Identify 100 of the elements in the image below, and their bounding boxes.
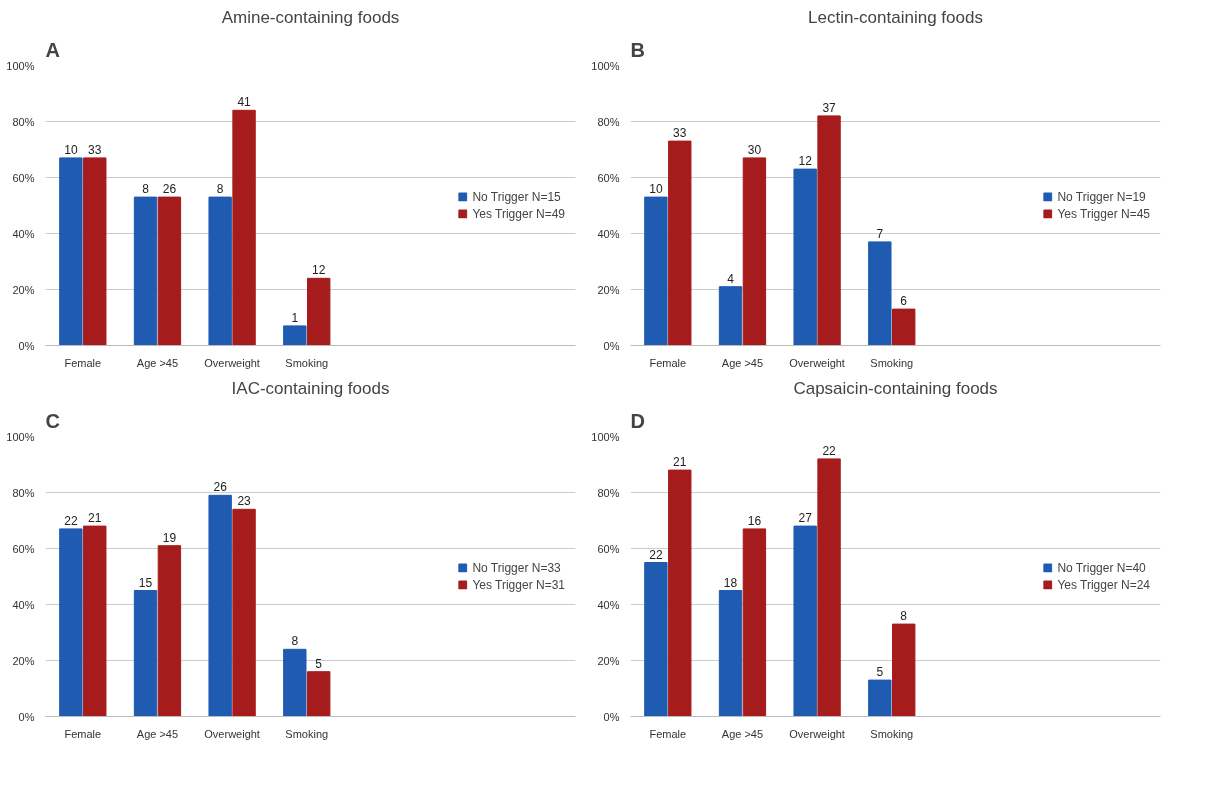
x-tick-label: Age >45 [136, 727, 179, 740]
legend-label: Yes Trigger N=45 [1057, 206, 1150, 221]
bar [868, 679, 892, 717]
y-tick-label: 60% [12, 171, 35, 184]
bar [644, 562, 668, 717]
y-tick-label: 0% [603, 339, 620, 352]
y-tick-label: 60% [597, 542, 620, 555]
x-tick-label: Age >45 [721, 356, 764, 369]
bar [232, 109, 256, 346]
chart-title: Amine-containing foods [221, 7, 400, 27]
x-tick-label: Age >45 [721, 727, 764, 740]
annotation: 10 [649, 182, 663, 197]
annotation: 5 [876, 665, 884, 680]
chart-title: Lectin-containing foods [808, 7, 983, 27]
y-tick-label: 20% [12, 654, 35, 667]
annotation: 26 [162, 182, 177, 197]
y-tick-label: 0% [603, 710, 620, 723]
x-tick-label: Overweight [204, 727, 260, 740]
bar [157, 545, 182, 717]
annotation: 8 [291, 634, 299, 649]
bar [892, 308, 916, 346]
bar [892, 623, 916, 717]
bar [718, 286, 743, 346]
annotation: 21 [88, 511, 102, 526]
x-tick-label: Female [64, 356, 102, 369]
annotation: 4 [727, 271, 735, 286]
bar [742, 157, 767, 346]
bar [644, 196, 668, 346]
x-tick-label: Overweight [204, 356, 260, 369]
annotation: 27 [798, 511, 813, 526]
x-tick-label: Female [649, 356, 687, 369]
legend-label: Yes Trigger N=49 [472, 206, 565, 221]
x-tick-label: Smoking [285, 727, 329, 740]
y-tick-label: 40% [12, 598, 35, 611]
x-tick-label: Female [649, 727, 687, 740]
bar [208, 494, 232, 717]
bar [718, 590, 743, 717]
bar [59, 157, 83, 346]
y-tick-label: 100% [6, 430, 35, 443]
bar [742, 528, 767, 717]
annotation: 16 [747, 513, 762, 528]
annotation: 22 [64, 513, 78, 528]
annotation: 8 [900, 609, 908, 624]
bar [668, 469, 692, 717]
y-tick-label: 20% [597, 283, 620, 296]
bar [208, 196, 232, 346]
bar [133, 196, 158, 346]
bar [232, 508, 256, 717]
annotation: 8 [142, 182, 150, 197]
y-tick-label: 60% [12, 542, 35, 555]
y-tick-label: 40% [597, 598, 620, 611]
y-tick-label: 40% [12, 227, 35, 240]
annotation: 33 [673, 126, 687, 141]
bar [668, 140, 692, 346]
x-tick-label: Smoking [285, 356, 329, 369]
bar [157, 196, 182, 346]
annotation: 22 [649, 547, 663, 562]
bar [307, 277, 331, 346]
bar [59, 528, 83, 717]
y-tick-label: 100% [591, 59, 620, 72]
y-tick-label: 20% [597, 654, 620, 667]
annotation: 21 [673, 455, 687, 470]
bar [868, 241, 892, 346]
annotation: 41 [237, 95, 252, 110]
y-tick-label: 0% [18, 339, 35, 352]
x-tick-label: Smoking [870, 727, 914, 740]
y-tick-label: 20% [12, 283, 35, 296]
y-tick-label: 0% [18, 710, 35, 723]
annotation: 6 [900, 294, 908, 309]
annotation: 5 [315, 656, 323, 671]
chart-title: Capsaicin-containing foods [793, 378, 998, 398]
annotation: 18 [723, 575, 738, 590]
annotation: 37 [822, 100, 837, 115]
bar [793, 168, 817, 346]
legend-label: Yes Trigger N=31 [472, 577, 565, 592]
bar [817, 458, 841, 717]
x-tick-label: Overweight [789, 356, 845, 369]
x-tick-label: Overweight [789, 727, 845, 740]
y-tick-label: 80% [597, 486, 620, 499]
legend-label: No Trigger N=15 [472, 189, 561, 204]
y-tick-label: 100% [591, 430, 620, 443]
text: D [630, 409, 645, 432]
y-tick-label: 100% [6, 59, 35, 72]
x-tick-label: Smoking [870, 356, 914, 369]
y-tick-label: 80% [12, 486, 35, 499]
legend-label: No Trigger N=19 [1057, 189, 1146, 204]
chart-title: IAC-containing foods [231, 378, 390, 398]
annotation: 19 [162, 530, 177, 545]
text: A [45, 38, 60, 61]
annotation: 26 [213, 480, 228, 495]
annotation: 33 [88, 142, 102, 157]
y-tick-label: 80% [12, 115, 35, 128]
x-tick-label: Age >45 [136, 356, 179, 369]
text: B [630, 38, 645, 61]
annotation: 8 [216, 182, 224, 197]
annotation: 15 [138, 575, 153, 590]
bar [133, 590, 158, 717]
legend-label: No Trigger N=40 [1057, 560, 1146, 575]
bar [793, 525, 817, 717]
bar [307, 671, 331, 717]
